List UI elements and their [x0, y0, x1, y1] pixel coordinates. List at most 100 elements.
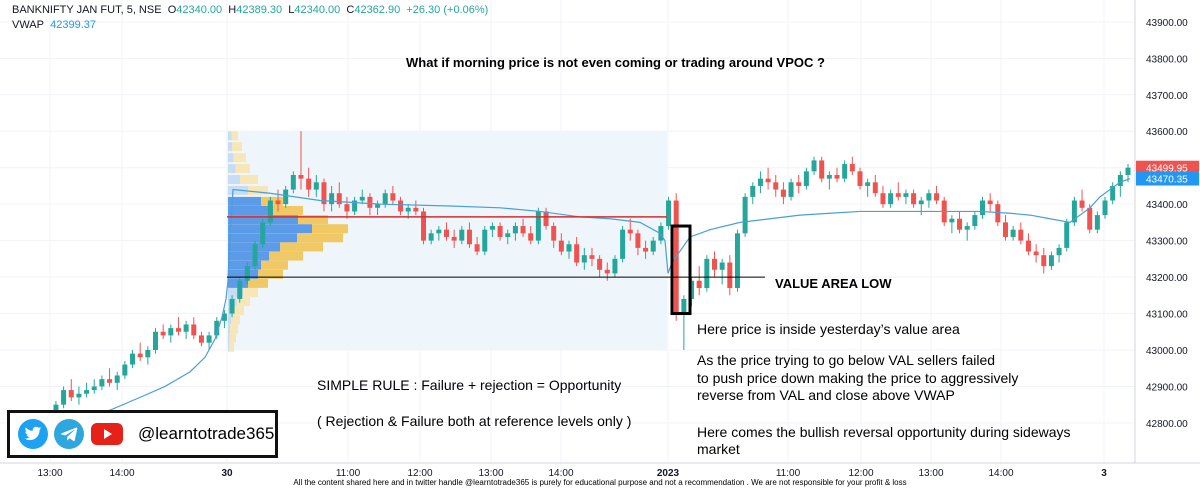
candle-body [558, 240, 564, 252]
social-banner: @learntotrade365 [7, 410, 278, 458]
price-tick-label: 42900.00 [1146, 382, 1188, 393]
twitter-icon[interactable] [18, 419, 48, 449]
candle-body [382, 193, 388, 205]
profile-bar-sell [297, 233, 343, 243]
candle-body [68, 390, 74, 398]
explain-line-2: to push price down making the price to a… [697, 370, 1019, 386]
profile-bar-buy [228, 342, 230, 352]
candle-body [221, 313, 227, 321]
candle-body [604, 269, 610, 274]
profile-bar-sell [230, 324, 238, 334]
candle-body [505, 233, 511, 237]
candle-body [145, 349, 151, 358]
candle-body [711, 258, 717, 270]
candle-body [650, 240, 656, 252]
candle-body [99, 379, 105, 387]
candle-body [880, 193, 886, 205]
profile-bar-buy [228, 333, 230, 343]
telegram-icon[interactable] [54, 419, 84, 449]
time-tick-label: 30 [221, 468, 233, 479]
candle-body [796, 182, 802, 186]
candle-body [819, 160, 825, 179]
candle-body [627, 229, 633, 234]
youtube-icon[interactable] [90, 419, 124, 449]
symbol-label: BANKNIFTY JAN FUT, 5, NSE [12, 4, 162, 16]
candle-body [643, 247, 649, 252]
profile-bar-sell [243, 288, 258, 298]
profile-bar-sell [229, 342, 234, 352]
candle-body [352, 200, 358, 212]
candle-body [76, 393, 82, 398]
candle-body [689, 280, 695, 299]
candle-body [696, 280, 702, 289]
candle-body [834, 174, 840, 179]
candle-body [635, 233, 641, 248]
candle-body [1125, 167, 1131, 175]
inside-value-area-text: Here price is inside yesterday’s value a… [697, 321, 960, 337]
candle-body [1002, 222, 1008, 237]
candle-body [443, 229, 449, 237]
candle-body [980, 200, 986, 216]
profile-bar-sell [229, 333, 236, 343]
time-axis: 13:00 14:00 30 11:00 12:00 13:00 14:00 2023 11:0… [0, 462, 1200, 479]
candle-body [1041, 255, 1047, 267]
candle-body [857, 171, 863, 186]
candle-body [267, 200, 273, 223]
profile-bar-sell [231, 131, 238, 141]
candle-body [612, 258, 618, 274]
candle-body [964, 226, 970, 230]
price-tick-label: 43100.00 [1146, 310, 1188, 321]
high-value: 42389.30 [236, 4, 283, 16]
vwap-label: VWAP [12, 19, 44, 31]
profile-bar-sell [273, 205, 303, 215]
candle-body [780, 189, 786, 197]
candle-body [1064, 222, 1070, 248]
candle-body [949, 218, 955, 223]
rule-note-text: ( Rejection & Failure both at reference … [317, 413, 632, 429]
close-label: C [346, 4, 355, 16]
price-tick-label: 43400.00 [1146, 200, 1188, 211]
profile-bar-sell [280, 242, 323, 252]
candle-body [252, 244, 258, 267]
candle-body [1079, 200, 1085, 208]
candle-body [482, 229, 488, 252]
candle-body [574, 244, 580, 263]
profile-bar-sell [248, 185, 268, 195]
candle-body [803, 171, 809, 186]
candle-body [413, 207, 419, 212]
candle-body [765, 178, 771, 183]
candle-body [175, 328, 181, 332]
candle-body [926, 193, 932, 201]
candle-body [183, 324, 189, 332]
candle-body [872, 182, 878, 194]
price-axis: 43900.0043800.0043700.0043600.0043500.00… [1134, 0, 1188, 463]
candle-body [229, 298, 235, 314]
profile-bar-sell [240, 174, 258, 184]
disclaimer-footer: All the content shared here and in twitt… [293, 478, 907, 487]
candle-body [757, 178, 763, 186]
candle-body [811, 160, 817, 172]
simple-rule-text: SIMPLE RULE : Failure + rejection = Oppo… [317, 377, 622, 393]
profile-bar-buy [228, 196, 261, 206]
candle-body [520, 226, 526, 234]
candle-body [336, 193, 342, 205]
ohlc-header: BANKNIFTY JAN FUT, 5, NSE O42340.00 H423… [12, 4, 488, 16]
profile-bar-sell [298, 215, 328, 225]
candle-body [61, 390, 67, 405]
candle-body [290, 174, 296, 190]
candles [7, 131, 1131, 445]
candle-body [428, 233, 434, 241]
bullish-line-1: Here comes the bullish reversal opportun… [697, 424, 1071, 440]
candle-body [581, 255, 587, 263]
candle-body [1110, 185, 1116, 201]
social-handle[interactable]: @learntotrade365 [138, 424, 275, 443]
time-tick-label: 13:00 [37, 468, 62, 479]
candle-body [191, 324, 197, 336]
profile-bar-sell [236, 297, 250, 307]
candle-body [1117, 174, 1123, 186]
profile-bar-buy [228, 315, 231, 325]
time-tick-label: 14:00 [988, 468, 1013, 479]
candle-body [122, 364, 128, 376]
candle-body [903, 193, 909, 197]
candle-body [658, 226, 664, 241]
